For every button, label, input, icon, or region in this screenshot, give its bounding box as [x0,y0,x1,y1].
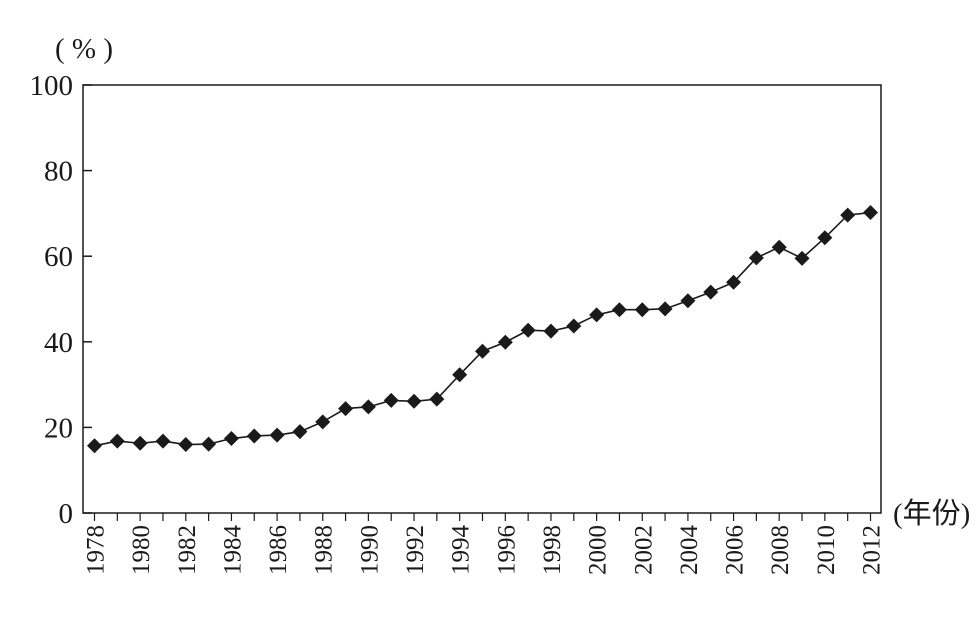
x-tick-label: 1978 [83,525,110,575]
data-point-marker [178,437,194,453]
y-tick-label: 40 [44,327,73,359]
y-tick-label: 80 [44,156,73,188]
data-point-marker [315,414,331,430]
x-tick-label: 1998 [539,525,566,575]
data-point-marker [383,392,399,408]
x-axis-unit-label: (年份) [893,497,970,530]
data-point-marker [87,438,102,454]
x-tick-label: 1980 [128,525,155,575]
data-point-marker [132,435,148,451]
data-point-marker [611,302,627,318]
y-tick-label: 0 [59,498,74,530]
data-point-marker [726,274,742,290]
data-point-marker [246,428,262,444]
x-tick-label: 2012 [859,525,886,575]
data-point-marker [840,207,856,223]
data-point-marker [748,250,764,266]
x-axis: 1978 1980 1982 1984 1986 1988 1990 1992 1994 1996… [83,513,886,575]
data-point-marker [497,334,513,350]
data-point-marker [520,322,536,338]
x-tick-label: 2000 [585,525,612,575]
data-point-marker [794,250,810,266]
data-point-marker [109,433,125,449]
data-point-marker [657,301,673,317]
x-tick-label: 2008 [767,525,794,575]
data-point-marker [566,318,582,334]
x-tick-label: 1996 [493,525,520,575]
x-tick-label: 1990 [356,525,383,575]
data-point-marker [771,239,787,255]
data-point-marker [680,293,696,309]
x-tick-label: 2004 [676,525,703,576]
y-tick-label: 100 [30,70,74,102]
x-tick-label: 2002 [630,525,657,575]
data-point-marker [817,230,833,246]
data-point-marker [223,431,239,447]
x-tick-label: 2006 [722,525,749,575]
data-point-marker [543,323,559,339]
data-point-marker [634,302,650,318]
x-tick-label: 1984 [219,525,246,576]
data-point-marker [201,436,217,452]
data-point-marker [475,343,490,359]
x-tick-label: 1982 [174,525,201,575]
y-tick-label: 20 [44,412,73,444]
data-point-marker [338,401,354,417]
data-point-marker [703,284,719,300]
data-point-marker [863,205,878,221]
y-tick-label: 60 [44,241,73,273]
data-point-marker [292,424,308,440]
data-point-marker [155,433,171,449]
x-tick-label: 1986 [265,525,292,575]
data-point-marker [406,393,422,409]
y-axis-unit-label: ( % ) [55,33,113,65]
data-point-marker [269,427,285,443]
y-axis: 0 20 40 60 80 100 [30,70,92,530]
x-tick-label: 2010 [813,525,840,575]
data-point-marker [429,391,445,407]
data-point-marker [360,399,376,415]
x-tick-label: 1988 [311,525,338,575]
data-point-marker [589,307,605,323]
x-tick-label: 1992 [402,525,429,575]
data-markers [87,205,878,454]
plot-frame [82,84,882,514]
x-tick-label: 1994 [448,525,475,576]
data-point-marker [452,367,468,383]
series-line [94,211,871,447]
